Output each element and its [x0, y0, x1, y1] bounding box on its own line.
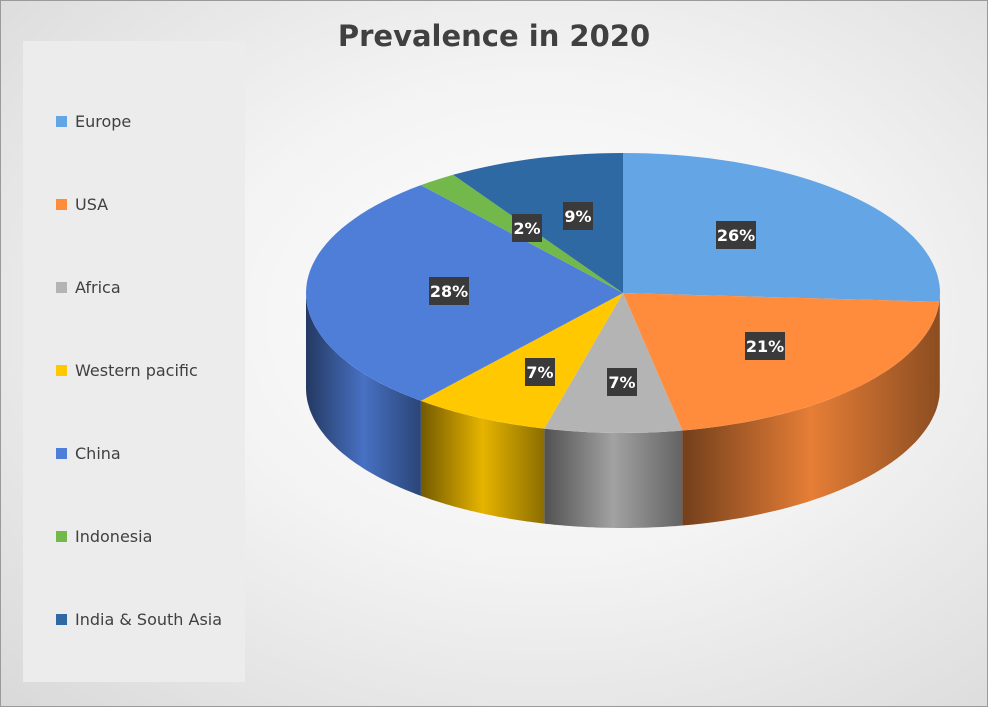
data-label-text: 9%	[564, 207, 591, 226]
legend-label: Europe	[75, 112, 132, 131]
data-label-box	[429, 277, 469, 305]
pie-slice-africa	[544, 293, 683, 433]
pie-slice-europe	[623, 153, 940, 302]
legend-item-usa: USA	[56, 195, 108, 214]
legend: Europe USA Africa Western pacific China Indon…	[23, 41, 245, 682]
legend-item-western-pacific: Western pacific	[56, 361, 198, 380]
pie-side-china	[306, 293, 421, 496]
data-label-text: 7%	[526, 363, 553, 382]
data-label-text: 7%	[608, 373, 635, 392]
data-label-box	[745, 332, 785, 360]
legend-swatch	[56, 448, 67, 459]
legend-swatch	[56, 282, 67, 293]
pie-side-western-pacific	[420, 400, 545, 524]
legend-item-indonesia: Indonesia	[56, 527, 152, 546]
data-label: 28%	[429, 277, 469, 305]
data-label: 2%	[512, 214, 542, 242]
legend-swatch	[56, 531, 67, 542]
chart-title: Prevalence in 2020	[337, 19, 651, 53]
legend-swatch	[56, 614, 67, 625]
legend-item-china: China	[56, 444, 121, 463]
data-label-text: 21%	[746, 337, 784, 356]
legend-label: USA	[75, 195, 109, 214]
legend-label: Indonesia	[75, 527, 153, 546]
data-label: 7%	[607, 368, 637, 396]
data-label-box	[716, 221, 756, 249]
data-label: 21%	[745, 332, 785, 360]
legend-label: India & South Asia	[75, 610, 223, 629]
legend-label: Western pacific	[75, 361, 198, 380]
legend-swatch	[56, 116, 67, 127]
legend-item-india-south-asia: India & South Asia	[56, 610, 222, 629]
pie-slices	[306, 153, 940, 433]
pie-slice-usa	[623, 293, 940, 431]
pie-side-walls	[306, 293, 940, 528]
data-label: 26%	[716, 221, 756, 249]
data-label-box	[525, 358, 555, 386]
legend-label: Africa	[75, 278, 121, 297]
pie-side-africa	[544, 428, 683, 528]
legend-swatch	[56, 365, 67, 376]
pie-side-europe	[939, 293, 940, 397]
data-label-box	[563, 202, 593, 230]
legend-item-africa: Africa	[56, 278, 121, 297]
data-label-text: 28%	[430, 282, 468, 301]
data-label: 7%	[525, 358, 555, 386]
data-label-box	[607, 368, 637, 396]
data-label-box	[512, 214, 542, 242]
data-label-text: 26%	[717, 226, 755, 245]
data-labels: 26% 21% 7% 7% 28% 2% 9%	[429, 202, 785, 396]
legend-swatch	[56, 199, 67, 210]
data-label-text: 2%	[513, 219, 540, 238]
pie-slice-western-pacific	[420, 293, 623, 429]
data-label: 9%	[563, 202, 593, 230]
pie-side-usa	[682, 301, 940, 526]
legend-label: China	[75, 444, 121, 463]
legend-item-europe: Europe	[56, 112, 131, 131]
